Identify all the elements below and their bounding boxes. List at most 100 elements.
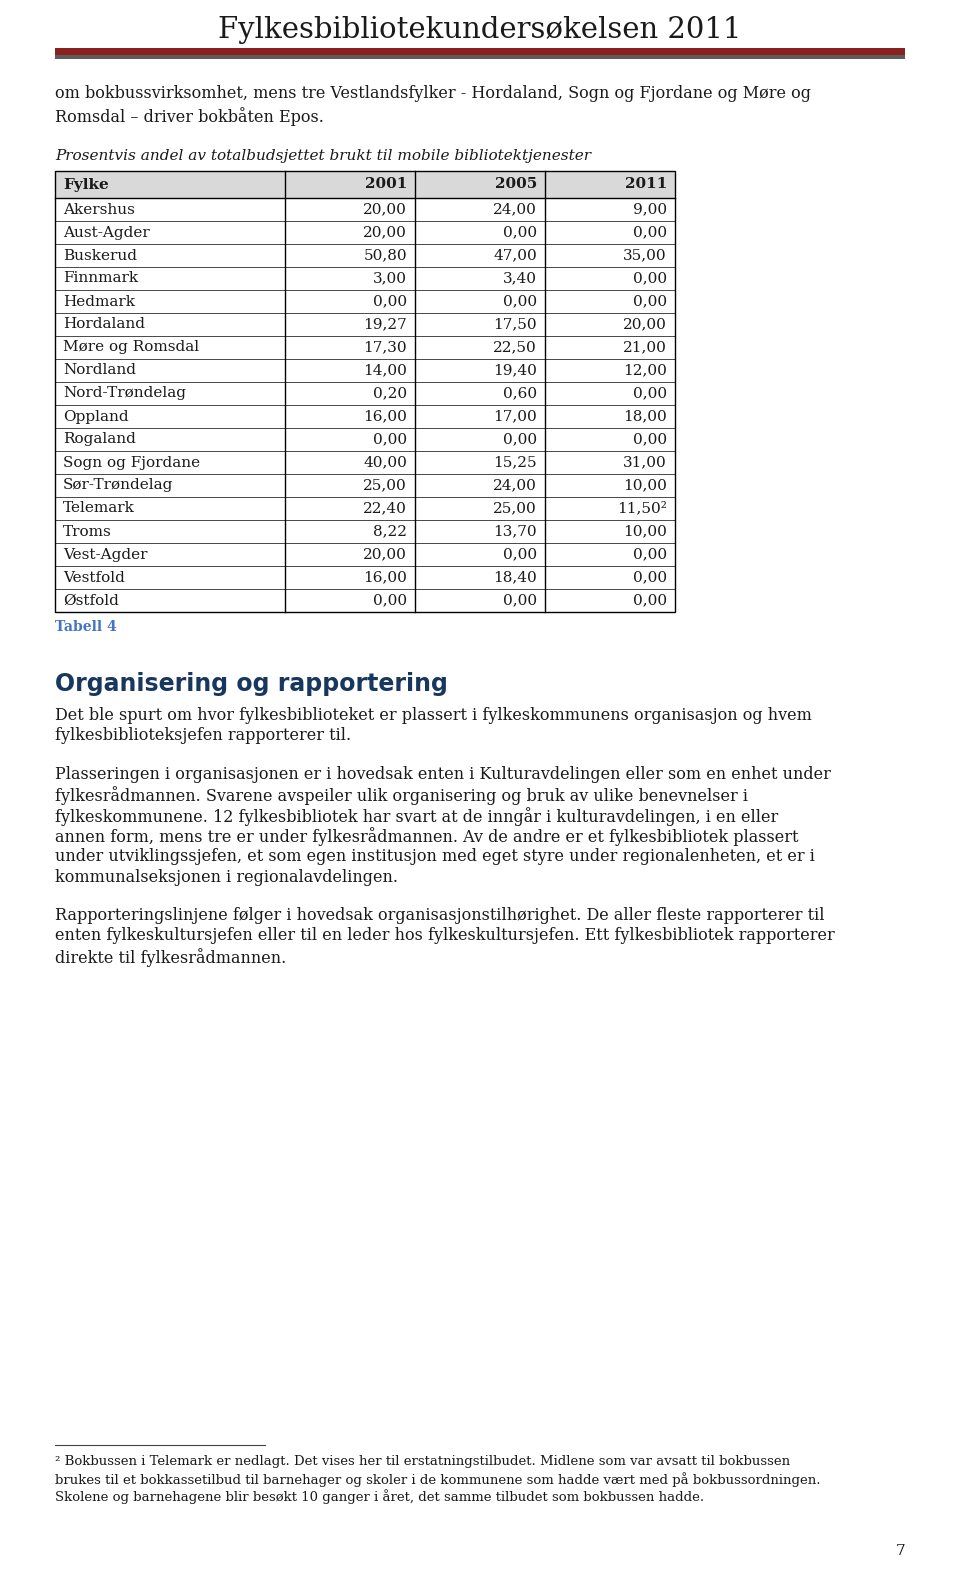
Text: om bokbussvirksomhet, mens tre Vestlandsfylker - Hordaland, Sogn og Fjordane og : om bokbussvirksomhet, mens tre Vestlands… [55,85,811,103]
Text: Nord-Trøndelag: Nord-Trøndelag [63,387,186,400]
Bar [55,313,675,337]
Bar [55,428,675,450]
Text: 19,27: 19,27 [363,318,407,332]
Text: 15,25: 15,25 [493,455,537,469]
Text: Akershus: Akershus [63,202,134,216]
Text: 40,00: 40,00 [363,455,407,469]
Bar [55,47,905,55]
Text: Rogaland: Rogaland [63,433,136,447]
Text: fylkesrådmannen. Svarene avspeiler ulik organisering og bruk av ulike benevnelse: fylkesrådmannen. Svarene avspeiler ulik … [55,787,748,806]
Text: 2005: 2005 [494,177,537,191]
Bar [55,221,675,243]
Text: 0,00: 0,00 [372,594,407,607]
Text: 13,70: 13,70 [493,525,537,539]
Text: 19,40: 19,40 [493,363,537,378]
Text: 17,00: 17,00 [493,409,537,423]
Text: 0,00: 0,00 [503,548,537,561]
Text: 10,00: 10,00 [623,525,667,539]
Bar [55,291,675,313]
Text: kommunalseksjonen i regionalavdelingen.: kommunalseksjonen i regionalavdelingen. [55,869,398,885]
Text: 24,00: 24,00 [493,479,537,493]
Text: 17,30: 17,30 [364,341,407,354]
Text: 0,00: 0,00 [503,226,537,240]
Bar [55,55,905,58]
Text: 0,00: 0,00 [633,548,667,561]
Text: 0,00: 0,00 [503,594,537,607]
Text: 20,00: 20,00 [623,318,667,332]
Text: direkte til fylkesrådmannen.: direkte til fylkesrådmannen. [55,948,286,967]
Text: 16,00: 16,00 [363,570,407,585]
Text: Troms: Troms [63,525,111,539]
Text: Møre og Romsdal: Møre og Romsdal [63,341,199,354]
Text: 22,50: 22,50 [493,341,537,354]
Text: 25,00: 25,00 [363,479,407,493]
Text: 3,40: 3,40 [503,272,537,286]
Text: 0,00: 0,00 [633,387,667,400]
Text: Det ble spurt om hvor fylkesbiblioteket er plassert i fylkeskommunens organisasj: Det ble spurt om hvor fylkesbiblioteket … [55,706,812,724]
Bar [55,267,675,291]
Text: Sogn og Fjordane: Sogn og Fjordane [63,455,200,469]
Text: Vestfold: Vestfold [63,570,125,585]
Text: 8,22: 8,22 [373,525,407,539]
Text: 0,00: 0,00 [633,226,667,240]
Text: 0,00: 0,00 [633,594,667,607]
Text: 0,00: 0,00 [372,433,407,447]
Text: Sør-Trøndelag: Sør-Trøndelag [63,479,174,493]
Bar [55,243,675,267]
Text: Skolene og barnehagene blir besøkt 10 ganger i året, det samme tilbudet som bokb: Skolene og barnehagene blir besøkt 10 ga… [55,1488,704,1504]
Text: brukes til et bokkassetilbud til barnehager og skoler i de kommunene som hadde v: brukes til et bokkassetilbud til barneha… [55,1473,821,1487]
Text: 47,00: 47,00 [493,248,537,262]
Text: 9,00: 9,00 [633,202,667,216]
Text: Buskerud: Buskerud [63,248,137,262]
Text: Romsdal – driver bokbåten Epos.: Romsdal – driver bokbåten Epos. [55,107,324,126]
Text: Hordaland: Hordaland [63,318,145,332]
Text: 22,40: 22,40 [363,501,407,515]
Text: Finnmark: Finnmark [63,272,138,286]
Text: 7: 7 [896,1544,905,1558]
Text: Organisering og rapportering: Organisering og rapportering [55,672,448,697]
Text: Nordland: Nordland [63,363,136,378]
Text: 0,00: 0,00 [633,272,667,286]
Text: Oppland: Oppland [63,409,129,423]
Bar [55,171,675,611]
Text: Fylkesbibliotekundersøkelsen 2011: Fylkesbibliotekundersøkelsen 2011 [218,16,742,44]
Bar [55,171,675,198]
Text: Tabell 4: Tabell 4 [55,619,117,634]
Bar [55,520,675,544]
Bar [55,566,675,589]
Bar [55,337,675,359]
Text: ² Bokbussen i Telemark er nedlagt. Det vises her til erstatningstilbudet. Midlen: ² Bokbussen i Telemark er nedlagt. Det v… [55,1455,790,1468]
Text: 0,00: 0,00 [633,433,667,447]
Text: Vest-Agder: Vest-Agder [63,548,148,561]
Text: Plasseringen i organisasjonen er i hovedsak enten i Kulturavdelingen eller som e: Plasseringen i organisasjonen er i hoved… [55,766,830,784]
Text: 20,00: 20,00 [363,202,407,216]
Text: 11,50²: 11,50² [617,501,667,515]
Text: 0,00: 0,00 [372,294,407,308]
Bar [55,404,675,428]
Text: Prosentvis andel av totalbudsjettet brukt til mobile bibliotektjenester: Prosentvis andel av totalbudsjettet bruk… [55,149,591,163]
Text: 31,00: 31,00 [623,455,667,469]
Bar [55,544,675,566]
Text: fylkesbiblioteksjefen rapporterer til.: fylkesbiblioteksjefen rapporterer til. [55,727,351,744]
Text: Hedmark: Hedmark [63,294,135,308]
Text: 18,00: 18,00 [623,409,667,423]
Text: 14,00: 14,00 [363,363,407,378]
Text: 0,00: 0,00 [633,294,667,308]
Bar [55,382,675,404]
Text: 21,00: 21,00 [623,341,667,354]
Text: 20,00: 20,00 [363,226,407,240]
Text: Østfold: Østfold [63,594,119,607]
Text: 35,00: 35,00 [623,248,667,262]
Text: 2001: 2001 [365,177,407,191]
Text: Aust-Agder: Aust-Agder [63,226,150,240]
Bar [55,450,675,474]
Text: 10,00: 10,00 [623,479,667,493]
Bar [55,359,675,382]
Text: 17,50: 17,50 [493,318,537,332]
Text: 2011: 2011 [625,177,667,191]
Text: 24,00: 24,00 [493,202,537,216]
Text: fylkeskommunene. 12 fylkesbibliotek har svart at de inngår i kulturavdelingen, i: fylkeskommunene. 12 fylkesbibliotek har … [55,807,779,826]
Text: 50,80: 50,80 [364,248,407,262]
Text: 0,60: 0,60 [503,387,537,400]
Bar [55,589,675,611]
